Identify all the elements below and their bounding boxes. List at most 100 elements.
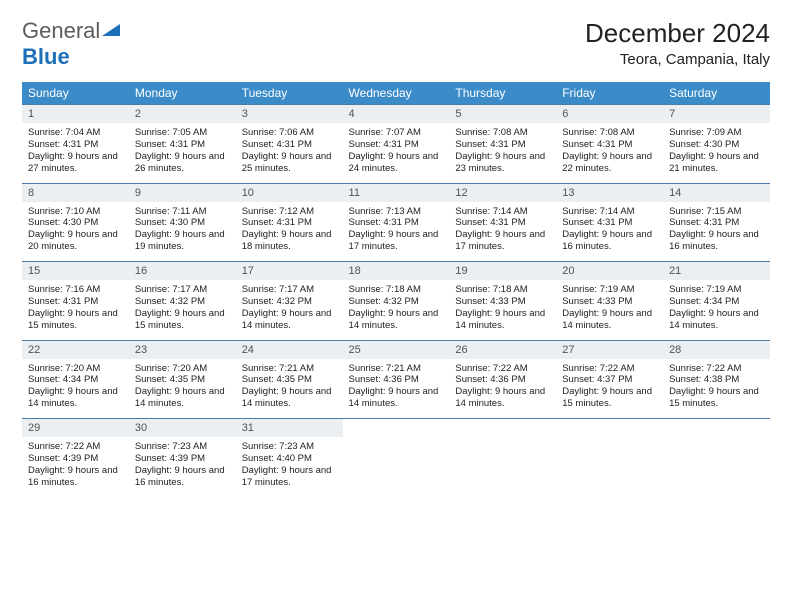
sunrise-text: Sunrise: 7:12 AM xyxy=(242,206,337,218)
location: Teora, Campania, Italy xyxy=(585,51,770,68)
sunrise-text: Sunrise: 7:06 AM xyxy=(242,127,337,139)
day-number: 25 xyxy=(343,341,450,359)
day-details: Sunrise: 7:22 AMSunset: 4:36 PMDaylight:… xyxy=(449,359,556,419)
sunrise-text: Sunrise: 7:22 AM xyxy=(455,363,550,375)
daylight-text: Daylight: 9 hours and 14 minutes. xyxy=(349,386,444,410)
daylight-text: Daylight: 9 hours and 22 minutes. xyxy=(562,151,657,175)
sunset-text: Sunset: 4:31 PM xyxy=(669,217,764,229)
day-details: Sunrise: 7:15 AMSunset: 4:31 PMDaylight:… xyxy=(663,202,770,262)
calendar-day: 3Sunrise: 7:06 AMSunset: 4:31 PMDaylight… xyxy=(236,105,343,184)
sunset-text: Sunset: 4:37 PM xyxy=(562,374,657,386)
sunset-text: Sunset: 4:31 PM xyxy=(242,217,337,229)
calendar-day-empty xyxy=(556,419,663,497)
day-number: 1 xyxy=(22,105,129,123)
calendar-day: 27Sunrise: 7:22 AMSunset: 4:37 PMDayligh… xyxy=(556,340,663,419)
day-number: 15 xyxy=(22,262,129,280)
day-details: Sunrise: 7:12 AMSunset: 4:31 PMDaylight:… xyxy=(236,202,343,262)
daylight-text: Daylight: 9 hours and 15 minutes. xyxy=(28,308,123,332)
sunrise-text: Sunrise: 7:23 AM xyxy=(135,441,230,453)
sunset-text: Sunset: 4:40 PM xyxy=(242,453,337,465)
calendar-day: 8Sunrise: 7:10 AMSunset: 4:30 PMDaylight… xyxy=(22,183,129,262)
day-details: Sunrise: 7:22 AMSunset: 4:37 PMDaylight:… xyxy=(556,359,663,419)
day-details: Sunrise: 7:11 AMSunset: 4:30 PMDaylight:… xyxy=(129,202,236,262)
day-number: 28 xyxy=(663,341,770,359)
sunset-text: Sunset: 4:31 PM xyxy=(562,139,657,151)
daylight-text: Daylight: 9 hours and 17 minutes. xyxy=(349,229,444,253)
sunset-text: Sunset: 4:31 PM xyxy=(562,217,657,229)
logo-triangle-icon xyxy=(102,18,122,44)
calendar-week: 15Sunrise: 7:16 AMSunset: 4:31 PMDayligh… xyxy=(22,262,770,341)
daylight-text: Daylight: 9 hours and 19 minutes. xyxy=(135,229,230,253)
day-details: Sunrise: 7:21 AMSunset: 4:35 PMDaylight:… xyxy=(236,359,343,419)
day-number: 24 xyxy=(236,341,343,359)
calendar-table: SundayMondayTuesdayWednesdayThursdayFrid… xyxy=(22,82,770,497)
sunrise-text: Sunrise: 7:20 AM xyxy=(135,363,230,375)
sunset-text: Sunset: 4:33 PM xyxy=(455,296,550,308)
day-details: Sunrise: 7:07 AMSunset: 4:31 PMDaylight:… xyxy=(343,123,450,183)
sunrise-text: Sunrise: 7:16 AM xyxy=(28,284,123,296)
calendar-day: 13Sunrise: 7:14 AMSunset: 4:31 PMDayligh… xyxy=(556,183,663,262)
daylight-text: Daylight: 9 hours and 15 minutes. xyxy=(135,308,230,332)
sunset-text: Sunset: 4:31 PM xyxy=(455,139,550,151)
calendar-day: 7Sunrise: 7:09 AMSunset: 4:30 PMDaylight… xyxy=(663,105,770,184)
sunrise-text: Sunrise: 7:22 AM xyxy=(669,363,764,375)
daylight-text: Daylight: 9 hours and 26 minutes. xyxy=(135,151,230,175)
calendar-week: 29Sunrise: 7:22 AMSunset: 4:39 PMDayligh… xyxy=(22,419,770,497)
calendar-day: 21Sunrise: 7:19 AMSunset: 4:34 PMDayligh… xyxy=(663,262,770,341)
calendar-week: 22Sunrise: 7:20 AMSunset: 4:34 PMDayligh… xyxy=(22,340,770,419)
sunset-text: Sunset: 4:32 PM xyxy=(242,296,337,308)
day-number: 5 xyxy=(449,105,556,123)
sunrise-text: Sunrise: 7:15 AM xyxy=(669,206,764,218)
calendar-day: 1Sunrise: 7:04 AMSunset: 4:31 PMDaylight… xyxy=(22,105,129,184)
month-title: December 2024 xyxy=(585,18,770,49)
day-header: Friday xyxy=(556,82,663,105)
sunrise-text: Sunrise: 7:17 AM xyxy=(135,284,230,296)
daylight-text: Daylight: 9 hours and 18 minutes. xyxy=(242,229,337,253)
day-header-row: SundayMondayTuesdayWednesdayThursdayFrid… xyxy=(22,82,770,105)
day-number: 27 xyxy=(556,341,663,359)
sunset-text: Sunset: 4:31 PM xyxy=(28,139,123,151)
daylight-text: Daylight: 9 hours and 16 minutes. xyxy=(135,465,230,489)
daylight-text: Daylight: 9 hours and 14 minutes. xyxy=(242,308,337,332)
sunrise-text: Sunrise: 7:14 AM xyxy=(562,206,657,218)
day-number: 21 xyxy=(663,262,770,280)
daylight-text: Daylight: 9 hours and 14 minutes. xyxy=(455,308,550,332)
sunset-text: Sunset: 4:34 PM xyxy=(669,296,764,308)
daylight-text: Daylight: 9 hours and 16 minutes. xyxy=(669,229,764,253)
sunset-text: Sunset: 4:33 PM xyxy=(562,296,657,308)
day-details: Sunrise: 7:16 AMSunset: 4:31 PMDaylight:… xyxy=(22,280,129,340)
day-number: 22 xyxy=(22,341,129,359)
daylight-text: Daylight: 9 hours and 23 minutes. xyxy=(455,151,550,175)
calendar-day: 5Sunrise: 7:08 AMSunset: 4:31 PMDaylight… xyxy=(449,105,556,184)
sunrise-text: Sunrise: 7:11 AM xyxy=(135,206,230,218)
calendar-week: 1Sunrise: 7:04 AMSunset: 4:31 PMDaylight… xyxy=(22,105,770,184)
day-header: Sunday xyxy=(22,82,129,105)
daylight-text: Daylight: 9 hours and 14 minutes. xyxy=(349,308,444,332)
daylight-text: Daylight: 9 hours and 20 minutes. xyxy=(28,229,123,253)
logo-word2: Blue xyxy=(22,44,70,69)
day-number: 31 xyxy=(236,419,343,437)
daylight-text: Daylight: 9 hours and 14 minutes. xyxy=(562,308,657,332)
logo-text: General Blue xyxy=(22,18,122,70)
day-details: Sunrise: 7:20 AMSunset: 4:34 PMDaylight:… xyxy=(22,359,129,419)
day-details: Sunrise: 7:14 AMSunset: 4:31 PMDaylight:… xyxy=(449,202,556,262)
day-details: Sunrise: 7:10 AMSunset: 4:30 PMDaylight:… xyxy=(22,202,129,262)
day-details: Sunrise: 7:21 AMSunset: 4:36 PMDaylight:… xyxy=(343,359,450,419)
day-number: 10 xyxy=(236,184,343,202)
day-number: 30 xyxy=(129,419,236,437)
sunset-text: Sunset: 4:31 PM xyxy=(28,296,123,308)
sunset-text: Sunset: 4:35 PM xyxy=(135,374,230,386)
day-number: 9 xyxy=(129,184,236,202)
daylight-text: Daylight: 9 hours and 27 minutes. xyxy=(28,151,123,175)
sunset-text: Sunset: 4:31 PM xyxy=(135,139,230,151)
sunrise-text: Sunrise: 7:18 AM xyxy=(455,284,550,296)
day-details: Sunrise: 7:18 AMSunset: 4:32 PMDaylight:… xyxy=(343,280,450,340)
calendar-day: 4Sunrise: 7:07 AMSunset: 4:31 PMDaylight… xyxy=(343,105,450,184)
sunset-text: Sunset: 4:32 PM xyxy=(349,296,444,308)
sunrise-text: Sunrise: 7:22 AM xyxy=(562,363,657,375)
day-details: Sunrise: 7:22 AMSunset: 4:39 PMDaylight:… xyxy=(22,437,129,497)
sunrise-text: Sunrise: 7:07 AM xyxy=(349,127,444,139)
sunrise-text: Sunrise: 7:19 AM xyxy=(562,284,657,296)
daylight-text: Daylight: 9 hours and 15 minutes. xyxy=(669,386,764,410)
day-number: 4 xyxy=(343,105,450,123)
